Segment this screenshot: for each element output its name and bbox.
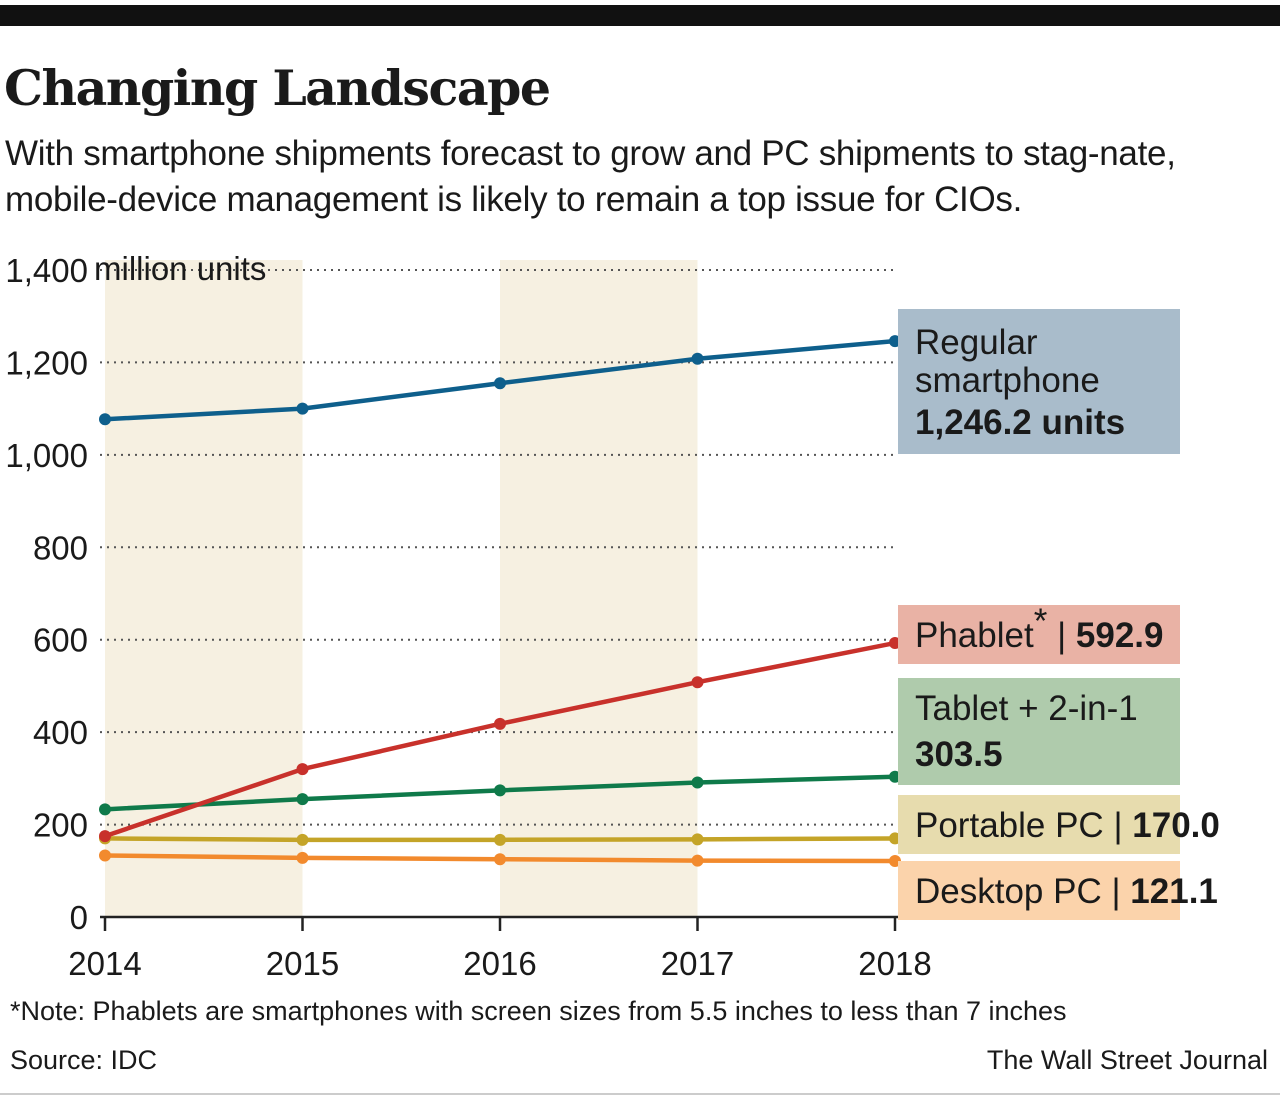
- x-tick-label: 2017: [661, 945, 734, 982]
- series-label-name: Tablet + 2-in-1: [915, 689, 1138, 728]
- x-tick-label: 2014: [68, 945, 141, 982]
- series-label-name: Regular: [915, 323, 1038, 362]
- data-point: [296, 793, 309, 806]
- shade-band-2014: [105, 260, 303, 917]
- data-point: [691, 854, 704, 867]
- chart-subtitle: With smartphone shipments forecast to gr…: [5, 134, 1176, 219]
- data-point: [691, 352, 704, 365]
- data-point: [99, 830, 111, 843]
- data-point: [296, 402, 309, 415]
- series-label: Desktop PC | 121.1: [915, 872, 1218, 911]
- y-tick-label: 1,000: [5, 437, 88, 474]
- data-point: [99, 413, 111, 426]
- y-tick-label: 400: [33, 714, 88, 751]
- y-axis-unit-label: million units: [94, 250, 266, 287]
- y-tick-label: 200: [33, 807, 88, 844]
- year-shading: [105, 260, 698, 917]
- series-label-box: [898, 309, 1180, 454]
- y-tick-label: 1,400: [5, 252, 88, 289]
- y-tick-label: 0: [70, 899, 88, 936]
- y-tick-label: 800: [33, 529, 88, 566]
- y-axis: 0 200 400 600 800 1,000 1,200 1,400 million unit…: [5, 250, 266, 936]
- shade-band-2016: [500, 260, 698, 917]
- data-point: [99, 849, 111, 862]
- data-point: [691, 833, 704, 846]
- series-label-name: smartphone: [915, 361, 1100, 400]
- series-label-value: 1,246.2 units: [915, 403, 1125, 442]
- top-rule: [0, 5, 1280, 26]
- x-tick-label: 2015: [266, 945, 339, 982]
- series-label: Phablet* | 592.9: [915, 602, 1163, 655]
- series-label-box: [898, 861, 1180, 920]
- footnote: *Note: Phablets are smartphones with scr…: [10, 996, 1067, 1026]
- credit-text: The Wall Street Journal: [986, 1045, 1268, 1075]
- data-point: [494, 717, 506, 730]
- x-tick-label: 2016: [463, 945, 536, 982]
- data-point: [691, 776, 704, 789]
- series-label-box: [898, 795, 1180, 854]
- data-point: [494, 853, 506, 866]
- series-label-value: 303.5: [915, 735, 1003, 774]
- chart-title: Changing Landscape: [4, 59, 551, 117]
- data-point: [296, 763, 309, 776]
- y-tick-label: 1,200: [5, 344, 88, 381]
- data-point: [494, 377, 506, 390]
- data-point: [296, 833, 309, 846]
- data-point: [494, 833, 506, 846]
- series-label-box: [898, 605, 1180, 664]
- data-point: [296, 851, 309, 864]
- series-label: Portable PC | 170.0: [915, 806, 1220, 845]
- source-text: Source: IDC: [10, 1045, 158, 1075]
- bottom-rule: [0, 1093, 1280, 1095]
- series-label-box: [898, 678, 1180, 785]
- x-tick-label: 2018: [858, 945, 931, 982]
- x-axis: 2014 2015 2016 2017 2018: [68, 915, 932, 982]
- data-point: [691, 676, 704, 689]
- data-point: [494, 784, 506, 797]
- y-tick-label: 600: [33, 622, 88, 659]
- data-point: [99, 803, 111, 816]
